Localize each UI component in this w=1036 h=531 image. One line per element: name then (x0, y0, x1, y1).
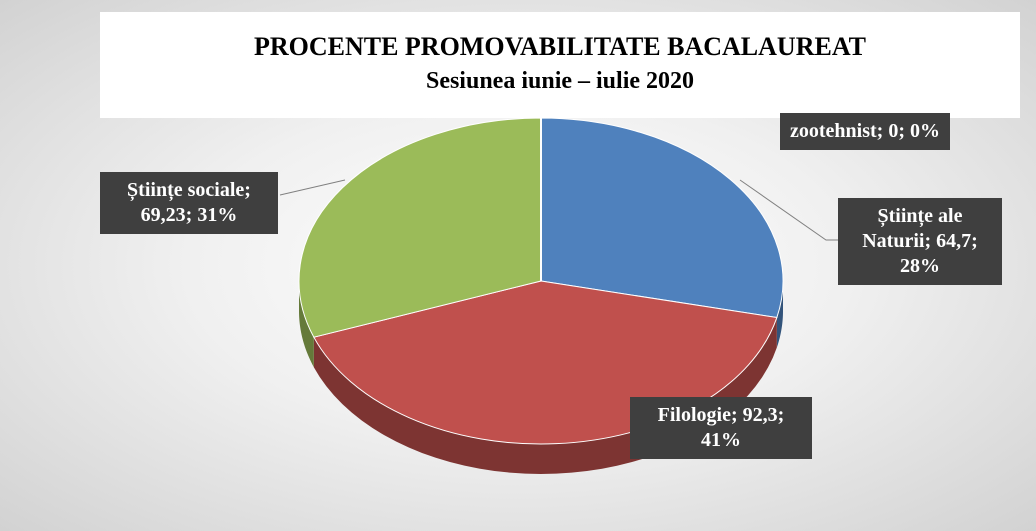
chart-title: PROCENTE PROMOVABILITATE BACALAUREAT (253, 32, 867, 61)
label-separator: ; (185, 204, 193, 226)
chart-subtitle: Sesiunea iunie – iulie 2020 (425, 68, 695, 94)
label-percent: 31% (197, 204, 238, 226)
label-value: 0 (888, 120, 899, 142)
label-separator: ; (924, 230, 932, 252)
title-box: PROCENTE PROMOVABILITATE BACALAUREAT Ses… (100, 12, 1020, 118)
label-value: 64,7 (936, 230, 972, 252)
label-separator: ; (898, 120, 905, 142)
label-separator: ; (244, 179, 251, 201)
data-label: Științe sociale; 69,23; 31% (100, 172, 278, 234)
label-separator: ; (971, 230, 978, 252)
label-percent: 28% (900, 255, 940, 277)
label-percent: 41% (701, 429, 741, 451)
label-category: Filologie (657, 404, 731, 426)
label-category: Științe sociale (127, 179, 245, 201)
leader-line (739, 179, 838, 241)
slice (298, 117, 542, 338)
data-label: Filologie; 92,3; 41% (630, 397, 812, 459)
label-category: zootehnist (789, 120, 877, 142)
leader-line (279, 179, 346, 196)
label-separator: ; (777, 404, 785, 426)
leader-lines (279, 179, 838, 241)
slice (540, 117, 784, 319)
label-category: Științe ale Naturii (862, 205, 963, 252)
label-value: 92,3 (742, 404, 778, 426)
data-label: zootehnist; 0; 0% (780, 113, 950, 150)
label-value: 69,23 (140, 204, 186, 226)
label-percent: 0% (910, 120, 940, 142)
slice-side (299, 281, 314, 368)
slice-side (776, 281, 783, 348)
label-separator: ; (876, 120, 884, 142)
label-separator: ; (730, 404, 738, 426)
data-label: Științe ale Naturii; 64,7; 28% (838, 198, 1002, 285)
